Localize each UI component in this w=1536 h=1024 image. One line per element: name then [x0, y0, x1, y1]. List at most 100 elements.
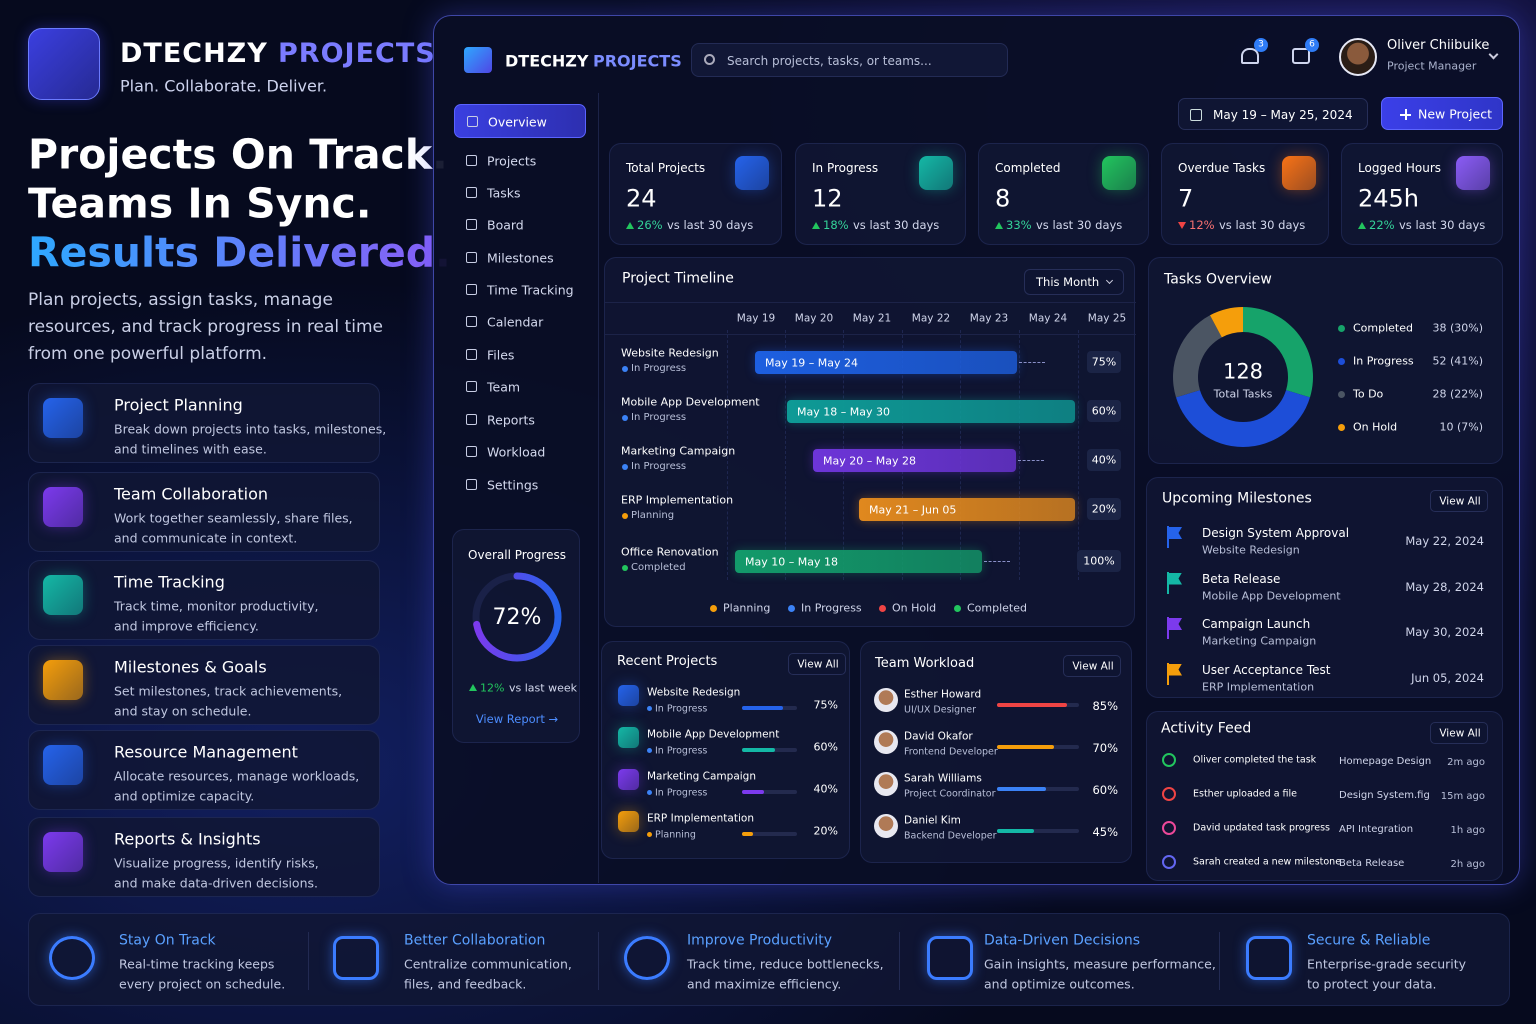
flag-pole	[1167, 526, 1169, 548]
nav-item[interactable]: Board	[454, 208, 586, 242]
feature-card: Project Planning Break down projects into…	[28, 383, 386, 463]
tasks-overview-card: Tasks Overview 128 Total Tasks Completed 38 …	[1148, 257, 1503, 464]
benefit-icon	[49, 936, 95, 980]
timeline-filter[interactable]: This Month	[1024, 269, 1124, 295]
feature-title: Project Planning	[114, 395, 243, 415]
nav-item[interactable]: Tasks	[454, 176, 586, 210]
feature-description: and timelines with ease.	[114, 441, 267, 457]
view-all-button[interactable]: View All	[1430, 490, 1488, 512]
activity-icon	[1162, 753, 1176, 767]
search-icon	[704, 54, 715, 65]
timeline-gridline	[1019, 330, 1020, 580]
status-dot	[647, 748, 652, 753]
feature-title: Reports & Insights	[114, 829, 261, 849]
stat-icon	[1282, 156, 1316, 190]
donut-chart	[1173, 307, 1313, 447]
view-all-label: View All	[1439, 495, 1481, 508]
view-all-button[interactable]: View All	[1063, 655, 1121, 677]
nav-icon	[466, 187, 477, 198]
member-role: UI/UX Designer	[904, 704, 976, 716]
nav-item[interactable]: Reports	[454, 403, 586, 437]
timeline-row-name: Office Renovation	[621, 545, 719, 559]
activity-icon	[1162, 821, 1176, 835]
feature-description: and optimize capacity.	[114, 788, 255, 804]
view-all-button[interactable]: View All	[788, 653, 846, 675]
overall-title: Overall Progress	[468, 547, 566, 562]
benefit-icon	[333, 936, 379, 980]
new-project-button[interactable]: New Project	[1381, 97, 1503, 130]
nav-item[interactable]: Settings	[454, 468, 586, 502]
avatar	[874, 772, 898, 796]
view-all-button[interactable]: View All	[1430, 722, 1488, 744]
legend-label: Planning	[723, 601, 771, 615]
trend-arrow	[469, 684, 477, 691]
stat-title: In Progress	[812, 160, 879, 175]
stat-card: In Progress 12 18% vs last 30 days	[795, 143, 966, 245]
view-report-link[interactable]: View Report →	[475, 712, 559, 727]
benefit-icon	[624, 936, 670, 980]
nav-label: Reports	[487, 412, 535, 428]
feature-description: Break down projects into tasks, mileston…	[114, 421, 387, 437]
milestone-title: Campaign Launch	[1202, 616, 1311, 631]
nav-icon	[466, 349, 477, 360]
timeline-row-status: Planning	[631, 510, 675, 521]
recent-name: Marketing Campaign	[647, 770, 756, 783]
milestone-date: May 30, 2024	[1405, 625, 1484, 640]
timeline-row-name: Marketing Campaign	[621, 444, 736, 458]
progress-label: 20%	[1091, 502, 1117, 516]
progress-label: 75%	[1091, 355, 1117, 369]
recent-name: ERP Implementation	[647, 812, 754, 825]
nav-icon	[466, 252, 477, 263]
separator	[1219, 932, 1220, 990]
dependency-arrow	[1018, 460, 1044, 461]
nav-item[interactable]: Calendar	[454, 305, 586, 339]
progress-label: 40%	[1091, 453, 1117, 467]
legend-dot	[788, 605, 795, 612]
activity-text: David updated task progress	[1193, 822, 1330, 834]
progress-pill: 40%	[1087, 449, 1121, 471]
member-load: 85%	[1092, 699, 1118, 714]
badge-count: 3	[1258, 39, 1264, 50]
nav-item[interactable]: Files	[454, 338, 586, 372]
trend-arrow	[626, 222, 634, 229]
recent-progress: 40%	[813, 782, 838, 796]
activity-text: Sarah created a new milestone	[1193, 856, 1342, 868]
stat-value: 8	[995, 184, 1011, 213]
status-dot	[622, 366, 628, 372]
recent-title: Recent Projects	[617, 654, 718, 670]
nav-icon	[466, 155, 477, 166]
timeline-row-name: ERP Implementation	[621, 493, 734, 507]
member-name: Sarah Williams	[904, 772, 982, 785]
recent-progress: 60%	[813, 740, 838, 754]
status-dot	[647, 706, 652, 711]
nav-item[interactable]: Milestones	[454, 241, 586, 275]
activity-time: 2h ago	[1450, 859, 1485, 870]
timeline-gridline	[1078, 330, 1079, 580]
user-menu-chevron[interactable]	[1488, 49, 1499, 60]
status-dot	[622, 464, 628, 470]
progress-bar	[742, 832, 753, 836]
search-box[interactable]: Search projects, tasks, or teams...	[691, 43, 1008, 77]
overall-delta-text: vs last week	[509, 681, 577, 695]
nav-item[interactable]: Workload	[454, 435, 586, 469]
nav-icon	[466, 381, 477, 392]
stat-value: 24	[626, 184, 657, 213]
nav-item[interactable]: Overview	[454, 104, 586, 138]
benefit-description: Real-time tracking keeps	[119, 956, 275, 972]
headline: Projects On Track.	[28, 130, 448, 179]
member-name: Daniel Kim	[904, 814, 961, 827]
stat-delta-text: vs last 30 days	[1399, 218, 1486, 233]
nav-item[interactable]: Time Tracking	[454, 273, 586, 307]
stat-icon	[1102, 156, 1136, 190]
date-picker[interactable]: May 19 – May 25, 2024	[1178, 98, 1368, 130]
mail-icon[interactable]	[1292, 48, 1310, 64]
bell-icon[interactable]	[1241, 48, 1259, 64]
tasks-legend-name: On Hold	[1353, 420, 1398, 434]
stat-delta: 26%	[637, 218, 663, 233]
app-panel: DTECHZY PROJECTS Search projects, tasks, o…	[433, 15, 1520, 885]
progress-pill: 60%	[1087, 400, 1121, 422]
timeline-title: Project Timeline	[622, 270, 734, 287]
stat-card: Overdue Tasks 7 12% vs last 30 days	[1161, 143, 1329, 245]
nav-item[interactable]: Projects	[454, 144, 586, 178]
nav-item[interactable]: Team	[454, 370, 586, 404]
